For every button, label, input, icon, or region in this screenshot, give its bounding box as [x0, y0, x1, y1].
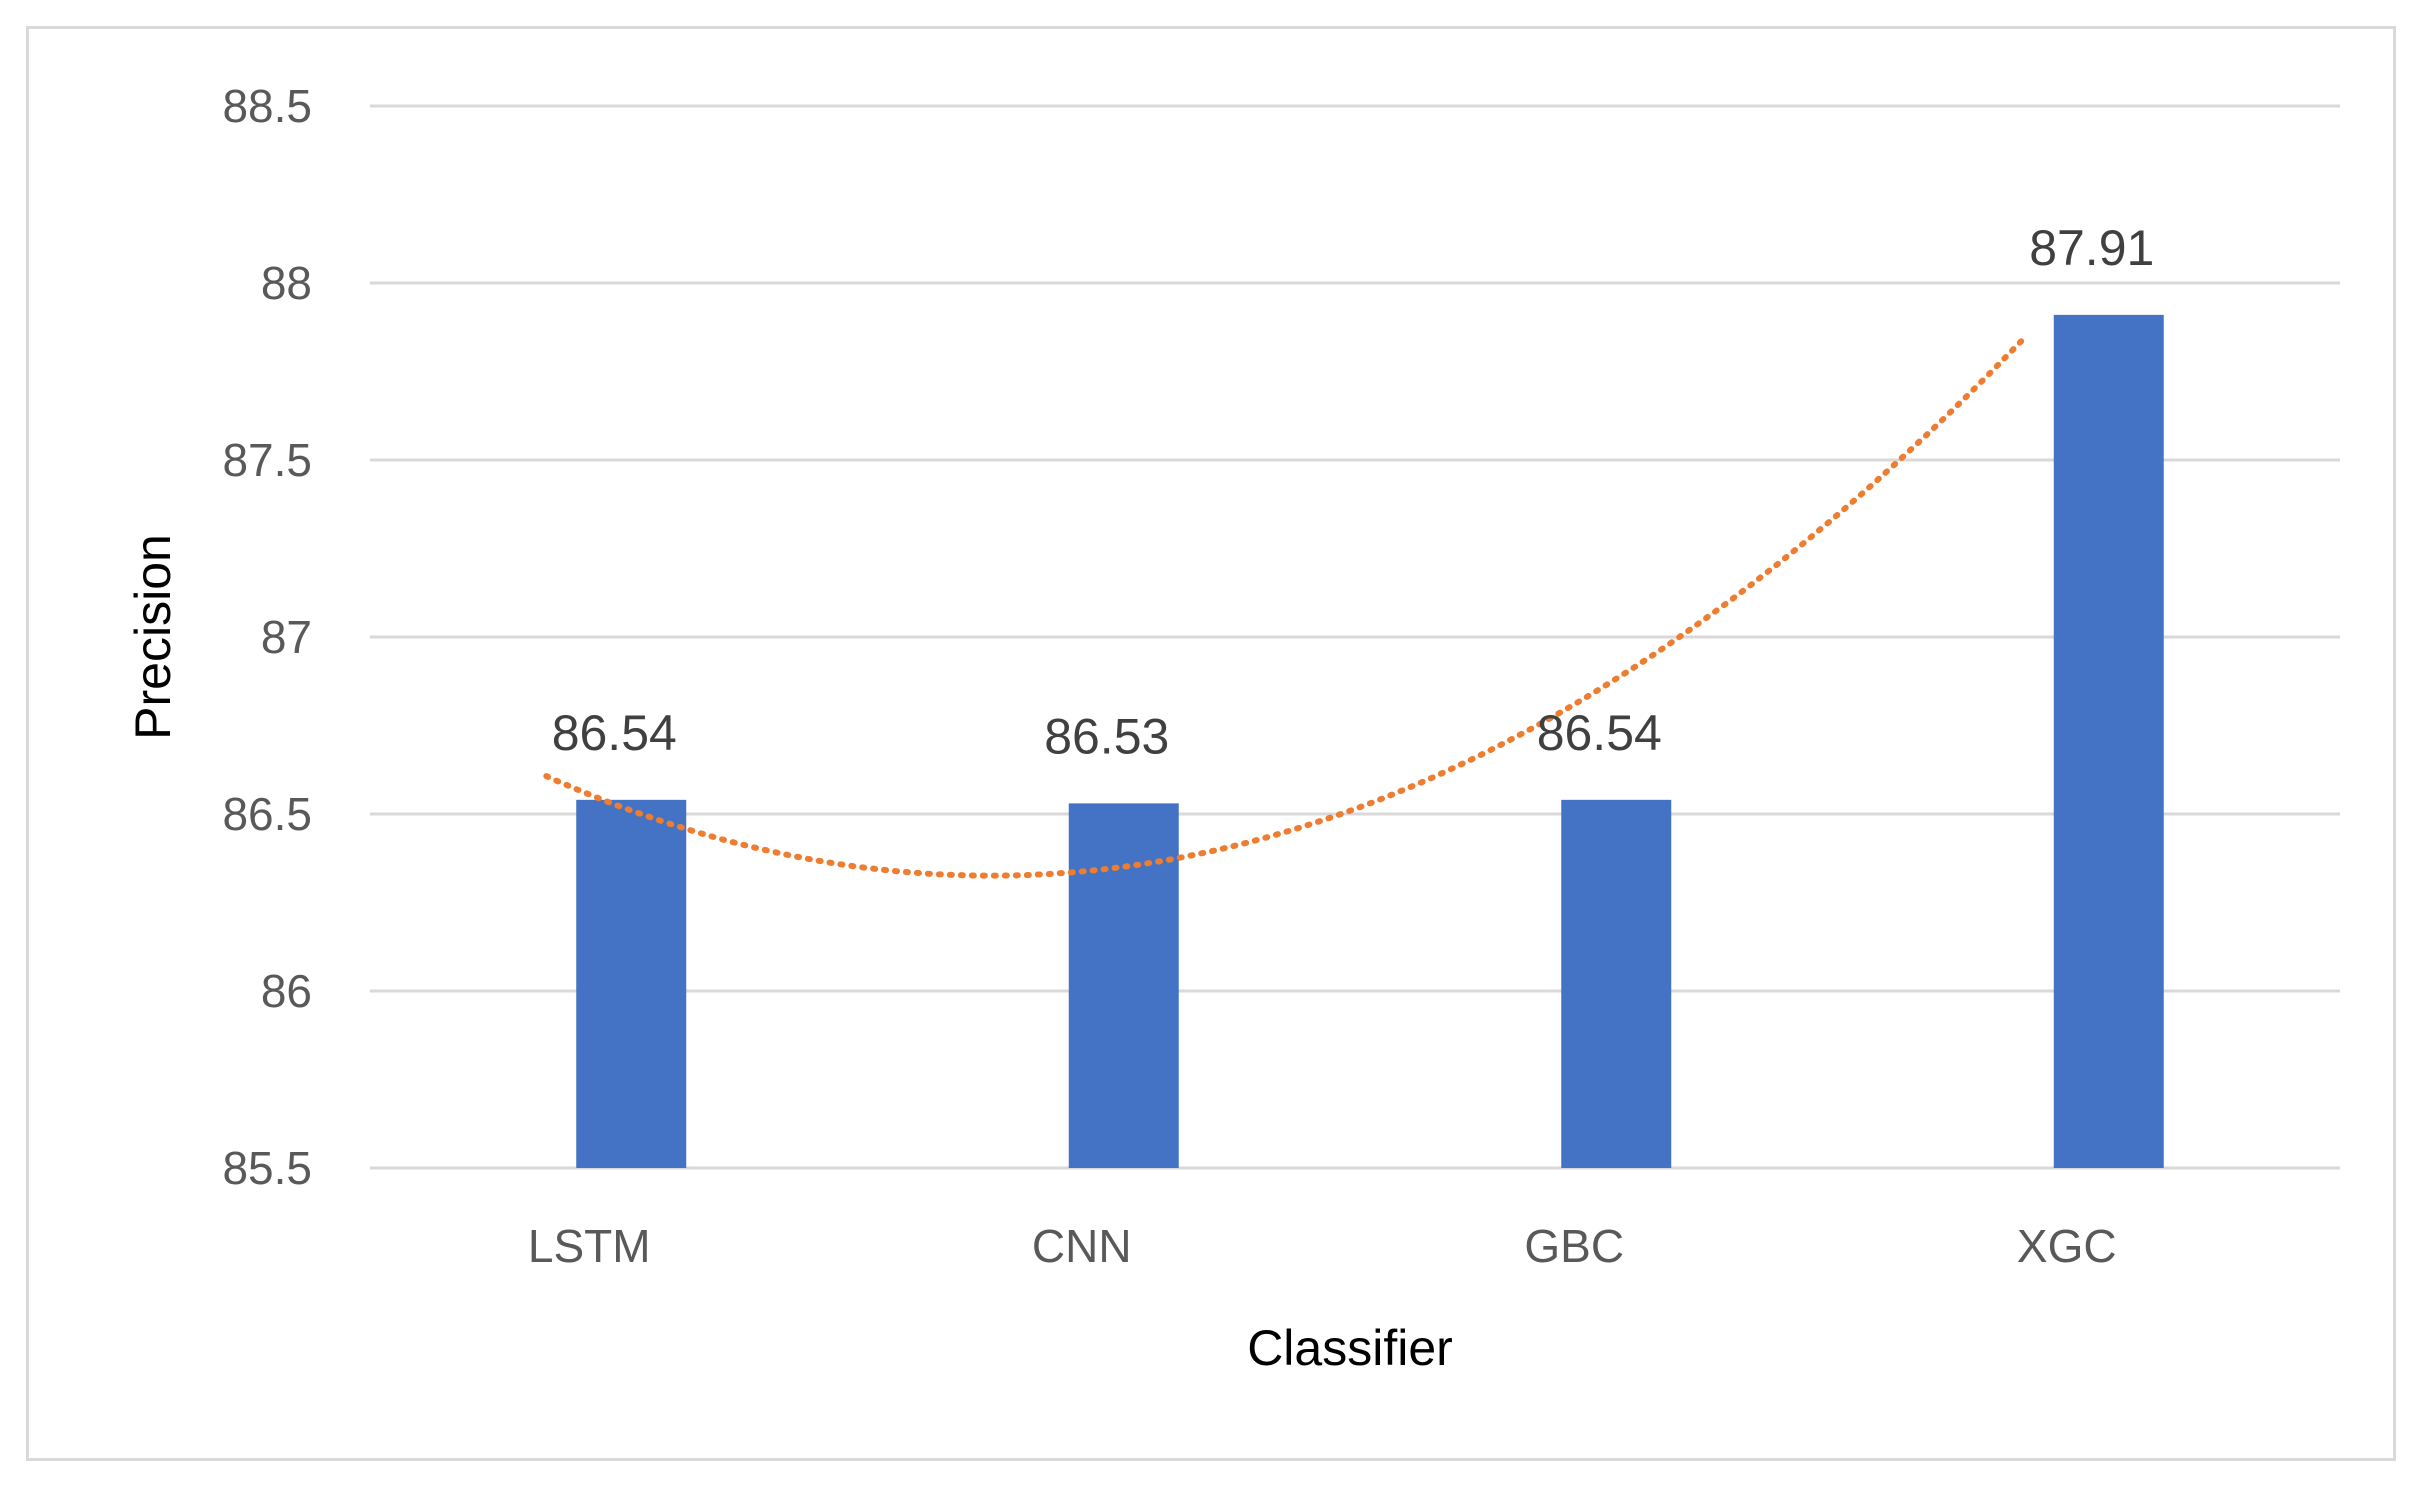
x-tick-label: XGC [2017, 1220, 2117, 1272]
y-tick-label: 86 [261, 965, 312, 1017]
y-axis-ticks: 85.5 86 86.5 87 87.5 88 88.5 [222, 80, 312, 1194]
trendline-path [543, 335, 2027, 879]
x-tick-label: CNN [1032, 1220, 1132, 1272]
y-tick-label: 87 [261, 611, 312, 663]
data-label: 87.91 [2029, 220, 2154, 276]
trendline [543, 335, 2027, 879]
y-axis-title: Precision [125, 534, 181, 740]
x-tick-label: LSTM [528, 1220, 651, 1272]
gridlines [370, 104, 2340, 1170]
y-tick-label: 88.5 [222, 80, 312, 132]
bar-xgc [2053, 314, 2164, 1168]
data-label: 86.53 [1044, 708, 1169, 764]
bars [576, 314, 2164, 1168]
x-tick-label: GBC [1524, 1220, 1624, 1272]
bar-gbc [1561, 799, 1672, 1168]
data-labels: 86.54 86.53 86.54 87.91 [552, 220, 2155, 765]
y-tick-label: 88 [261, 257, 312, 309]
bar-lstm [576, 799, 687, 1168]
y-tick-label: 86.5 [222, 788, 312, 840]
data-label: 86.54 [1537, 705, 1662, 761]
chart-frame [26, 26, 2396, 1461]
data-label: 86.54 [552, 705, 677, 761]
y-tick-label: 85.5 [222, 1142, 312, 1194]
x-axis-title: Classifier [1247, 1320, 1453, 1376]
bar-cnn [1068, 803, 1179, 1168]
y-tick-label: 87.5 [222, 434, 312, 486]
x-axis-ticks: LSTM CNN GBC XGC [528, 1220, 2117, 1272]
